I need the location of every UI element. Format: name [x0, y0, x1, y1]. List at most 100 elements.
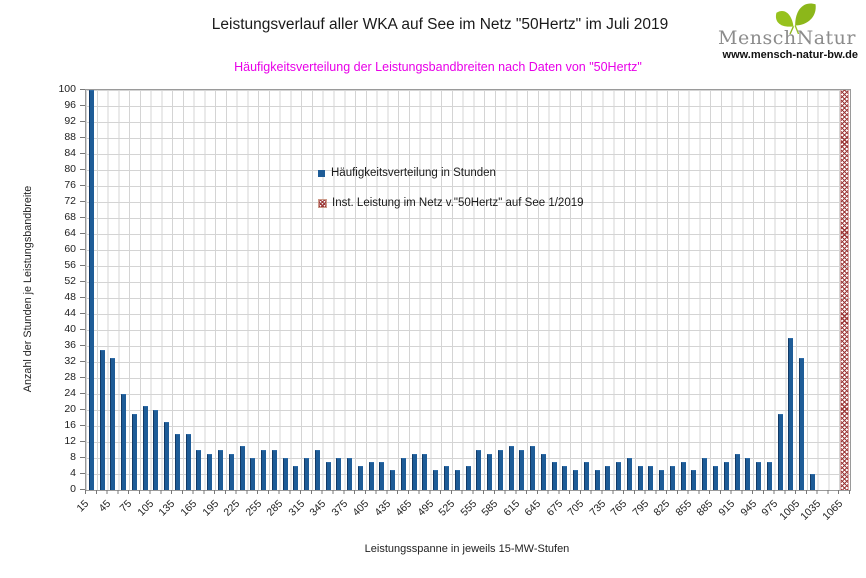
bar [110, 358, 116, 490]
bar [723, 462, 729, 490]
bar [314, 450, 320, 490]
bar [142, 406, 148, 490]
y-tick-label: 8 [70, 451, 76, 463]
bar [637, 466, 643, 490]
bar [347, 458, 353, 490]
chart-title: Leistungsverlauf aller WKA auf See im Ne… [211, 16, 669, 33]
bar [422, 454, 428, 490]
bar [605, 466, 611, 490]
bar [487, 454, 493, 490]
y-tick-label: 80 [64, 163, 76, 175]
red-crosshatch-icon [318, 198, 327, 208]
y-tick-label: 4 [70, 467, 76, 479]
y-tick-label: 64 [64, 227, 76, 239]
legend-label: Häufigkeitsverteilung in Stunden [331, 167, 496, 179]
bar [88, 90, 94, 490]
legend-label: Inst. Leistung im Netz v."50Hertz" auf S… [332, 197, 584, 209]
bar [390, 470, 396, 490]
y-tick-label: 56 [64, 259, 76, 271]
bar [336, 458, 342, 490]
bar [659, 470, 665, 490]
y-tick-label: 24 [64, 387, 76, 399]
bar [616, 462, 622, 490]
y-tick-label: 84 [64, 147, 76, 159]
bar [250, 458, 256, 490]
bar [519, 450, 525, 490]
logo-url-text: www.mensch-natur-bw.de [722, 49, 858, 61]
bar [626, 458, 632, 490]
bar [476, 450, 482, 490]
bar [239, 446, 245, 490]
y-axis-tick-labels: 0 4 8 12 16 20 24 28 32 36 40 44 48 52 56 60 64 68 72 76 80 8… [0, 83, 78, 495]
bar [712, 466, 718, 490]
bar [164, 422, 170, 490]
installed-capacity-marker-column [840, 90, 850, 490]
bar [185, 434, 191, 490]
ginkgo-leaf-icon [770, 0, 822, 39]
legend: Häufigkeitsverteilung in Stunden Inst. L… [318, 163, 584, 223]
bar [282, 458, 288, 490]
logo: MenschNatur www.mensch-natur-bw.de [702, 0, 862, 70]
bar [691, 470, 697, 490]
bar [228, 454, 234, 490]
y-tick-label: 20 [64, 403, 76, 415]
y-tick-label: 32 [64, 355, 76, 367]
bar [497, 450, 503, 490]
bar [207, 454, 213, 490]
y-tick-label: 92 [64, 115, 76, 127]
bar [400, 458, 406, 490]
bar [745, 458, 751, 490]
bar [293, 466, 299, 490]
bar [809, 474, 815, 490]
bar [551, 462, 557, 490]
y-tick-label: 96 [64, 99, 76, 111]
bar [121, 394, 127, 490]
bar [411, 454, 417, 490]
bar [368, 462, 374, 490]
y-tick-label: 12 [64, 435, 76, 447]
y-tick-label: 36 [64, 339, 76, 351]
bar [454, 470, 460, 490]
y-tick-label: 40 [64, 323, 76, 335]
bar [325, 462, 331, 490]
x-axis-tick-labels: 15 45 75 105 135 165 195 225 255 285 315 345 375 405 4… [75, 492, 849, 532]
x-axis-ticks [85, 490, 850, 494]
bar [669, 466, 675, 490]
bar [508, 446, 514, 490]
y-axis-ticks [80, 89, 85, 490]
y-tick-label: 44 [64, 307, 76, 319]
y-tick-label: 16 [64, 419, 76, 431]
bar [433, 470, 439, 490]
bar [304, 458, 310, 490]
bar [443, 466, 449, 490]
y-tick-label: 76 [64, 179, 76, 191]
bar [799, 358, 805, 490]
bar [648, 466, 654, 490]
bar [174, 434, 180, 490]
bar [261, 450, 267, 490]
bar [218, 450, 223, 490]
bar [777, 414, 783, 490]
y-tick-label: 68 [64, 211, 76, 223]
bar [562, 466, 568, 490]
blue-square-icon [318, 169, 325, 177]
y-tick-label: 52 [64, 275, 76, 287]
y-tick-label: 88 [64, 131, 76, 143]
bar [756, 462, 762, 490]
y-tick-label: 28 [64, 371, 76, 383]
bar [766, 462, 772, 490]
bar [583, 462, 589, 490]
bar [99, 350, 105, 490]
plot-area [85, 89, 851, 491]
bar [702, 458, 708, 490]
y-tick-label: 100 [58, 83, 76, 95]
legend-item-hours: Häufigkeitsverteilung in Stunden [318, 163, 584, 183]
logo-brand-text: MenschNatur [718, 27, 856, 49]
bar [540, 454, 546, 490]
bar [271, 450, 277, 490]
bar [788, 338, 794, 490]
chart-subtitle: Häufigkeitsverteilung der Leistungsbandb… [234, 60, 642, 74]
bar [357, 466, 363, 490]
bar [680, 462, 686, 490]
